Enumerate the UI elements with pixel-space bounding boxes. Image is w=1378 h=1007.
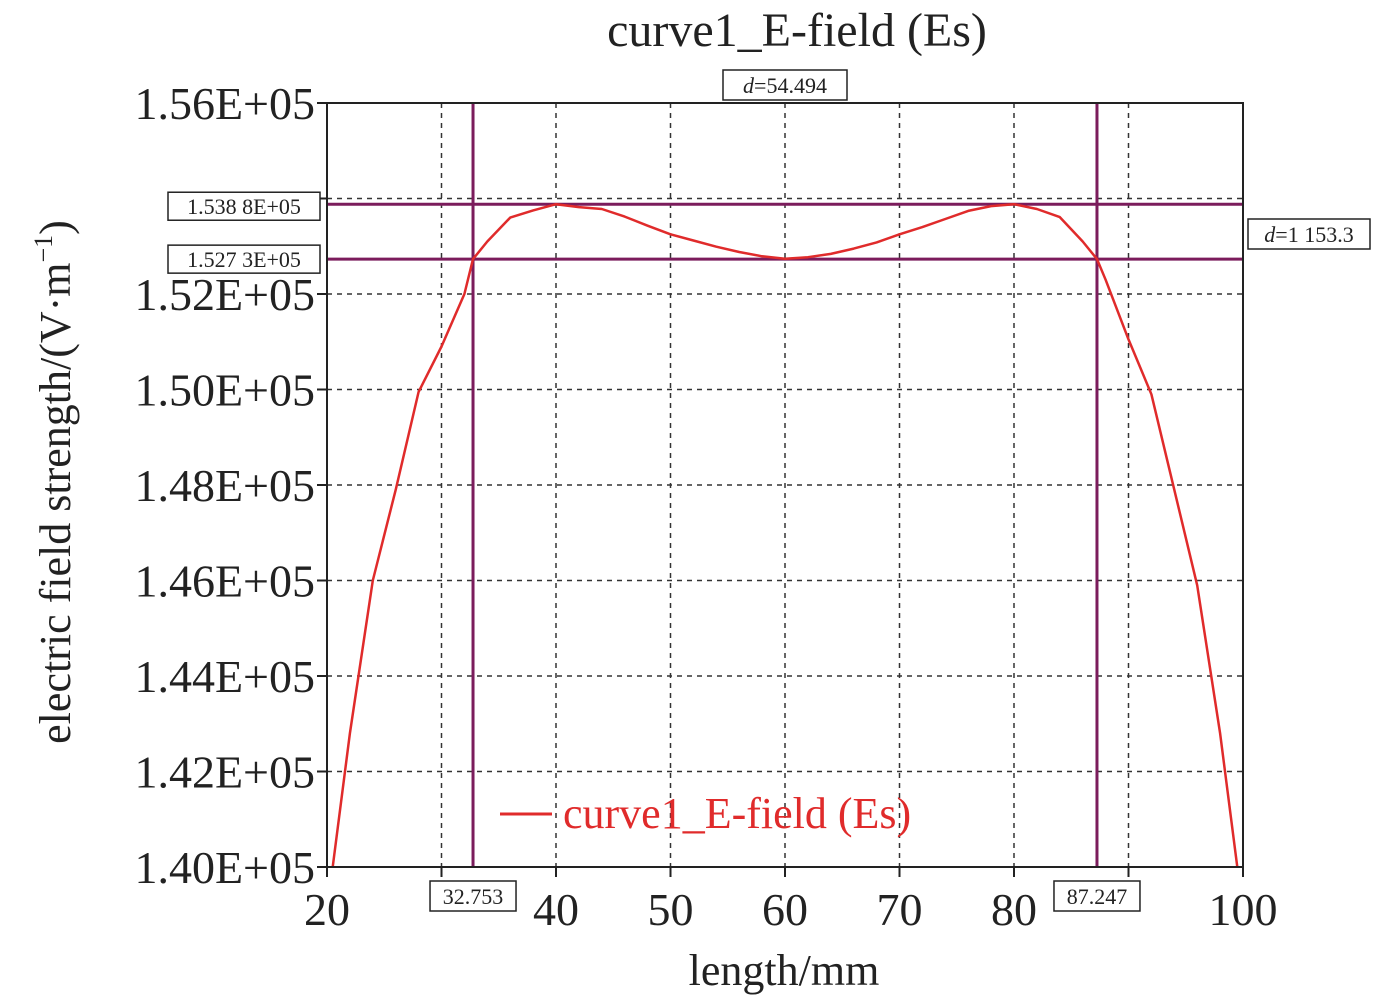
marker-label-text: d=1 153.3 <box>1264 222 1353 247</box>
marker-label-text: 1.527 3E+05 <box>187 247 301 272</box>
marker-label-text: 32.753 <box>443 884 504 909</box>
marker-label-box <box>167 244 321 274</box>
series-line <box>331 202 1239 868</box>
y-axis-label: electric field strength/(V·m−1) <box>29 220 80 744</box>
series <box>331 202 1239 868</box>
x-axis-label: length/mm <box>689 946 880 995</box>
y-tick-label: 1.50E+05 <box>134 365 315 416</box>
x-tick-label: 40 <box>533 884 579 935</box>
marker-label-text: 1.538 8E+05 <box>187 194 301 219</box>
marker-labels: 32.753 87.247 1.538 8E+05 1.527 3E+05 d=54.4… <box>167 69 1371 912</box>
grid <box>327 103 1243 867</box>
marker-label-text: d=54.494 <box>743 73 827 98</box>
x-tick-label: 100 <box>1209 884 1278 935</box>
vertical-marker-label: 87.247 <box>1053 880 1141 912</box>
vertical-marker-label: 32.753 <box>429 880 517 912</box>
marker-label-box <box>429 880 517 912</box>
y-tick-label: 1.52E+05 <box>134 269 315 320</box>
legend: curve1_E-field (Es) <box>500 789 911 838</box>
marker-label-box <box>1247 218 1371 250</box>
marker-label-box <box>1053 880 1141 912</box>
delta-y-label: d=1 153.3 <box>1247 218 1371 250</box>
plot-frame <box>326 102 1244 868</box>
horizontal-marker-label: 1.527 3E+05 <box>167 244 321 274</box>
x-tick-label: 50 <box>648 884 694 935</box>
legend-label: curve1_E-field (Es) <box>563 789 911 838</box>
markers <box>327 103 1243 867</box>
y-tick-label: 1.56E+05 <box>134 78 315 129</box>
y-tick-label: 1.42E+05 <box>134 747 315 798</box>
x-tick-label: 60 <box>762 884 808 935</box>
y-tick-label: 1.46E+05 <box>134 556 315 607</box>
tick-labels: 1.40E+05 1.42E+05 1.44E+05 1.46E+05 1.48E+05… <box>134 78 1277 935</box>
marker-label-box <box>722 69 848 101</box>
marker-label-text: 87.247 <box>1067 884 1128 909</box>
marker-label-box <box>167 191 321 221</box>
delta-x-label: d=54.494 <box>722 69 848 101</box>
chart-title: curve1_E-field (Es) <box>607 4 987 57</box>
y-tick-label: 1.48E+05 <box>134 460 315 511</box>
y-tick-label: 1.44E+05 <box>134 651 315 702</box>
y-tick-label: 1.40E+05 <box>134 842 315 893</box>
x-tick-label: 20 <box>304 884 350 935</box>
x-tick-label: 80 <box>991 884 1037 935</box>
horizontal-marker-label: 1.538 8E+05 <box>167 191 321 221</box>
x-tick-label: 70 <box>877 884 923 935</box>
